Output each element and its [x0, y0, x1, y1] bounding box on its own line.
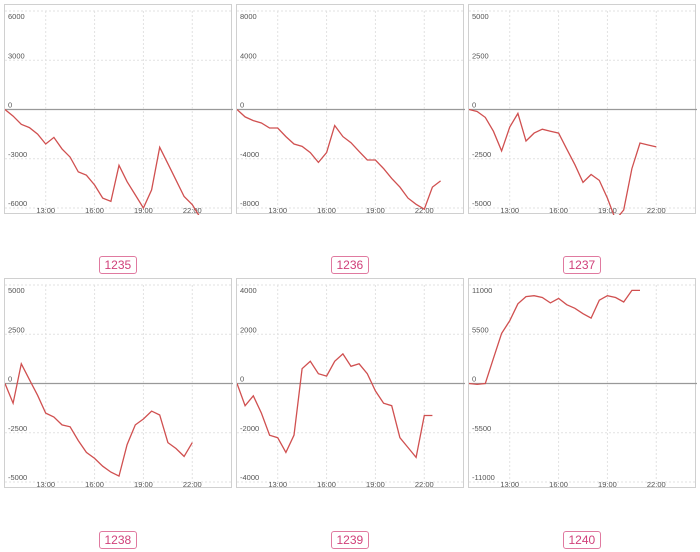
x-tick-label: 16:00 [317, 480, 336, 489]
y-tick-label: 0 [8, 375, 12, 384]
x-tick-label: 22:00 [415, 480, 434, 489]
y-tick-label: 11000 [472, 286, 492, 295]
y-tick-label: 3000 [8, 51, 25, 60]
x-tick-label: 22:00 [183, 206, 202, 215]
y-tick-label: 5000 [472, 12, 489, 21]
x-tick-label: 16:00 [85, 480, 104, 489]
chart-label-badge: 1236 [330, 256, 370, 274]
chart-panel: 11000 5500 0 -5500 -11000 13:00 16:00 19:00 22:0… [468, 278, 697, 489]
x-tick-label: 19:00 [134, 480, 153, 489]
x-tick-label: 19:00 [598, 480, 617, 489]
x-tick-label: 13:00 [36, 480, 55, 489]
x-tick-label: 19:00 [134, 206, 153, 215]
x-tick-label: 19:00 [366, 206, 385, 215]
chart-label-badge: 1235 [98, 256, 138, 274]
y-tick-label: -5000 [8, 473, 27, 482]
y-tick-label: -8000 [240, 199, 259, 208]
y-tick-label: -3000 [8, 150, 27, 159]
chart-label-badge: 1240 [562, 531, 602, 549]
chart-svg: 5000 2500 0 -2500 -5000 13:00 16:00 19:00 22:00 [469, 10, 697, 215]
x-tick-label: 16:00 [549, 480, 568, 489]
chart-panel: 5000 2500 0 -2500 -5000 13:00 16:00 19:00 22:00 [4, 278, 233, 489]
y-tick-label: 5500 [472, 325, 489, 334]
chart-svg: 11000 5500 0 -5500 -11000 13:00 16:00 19:00 22:0… [469, 284, 697, 489]
chart-label-badge: 1237 [562, 256, 602, 274]
series-line [469, 108, 657, 215]
y-tick-label: -4000 [240, 473, 259, 482]
y-tick-label: 2500 [472, 51, 489, 60]
y-tick-label: -5000 [472, 199, 491, 208]
y-tick-label: -2500 [472, 150, 491, 159]
x-tick-label: 13:00 [500, 480, 519, 489]
y-tick-label: 0 [472, 101, 476, 110]
y-tick-label: 0 [240, 375, 244, 384]
x-tick-label: 22:00 [647, 206, 666, 215]
y-tick-label: 4000 [240, 286, 257, 295]
chart-label-badge: 1239 [330, 531, 370, 549]
series-line [237, 352, 433, 459]
y-tick-label: 2000 [240, 325, 257, 334]
chart-svg: 5000 2500 0 -2500 -5000 13:00 16:00 19:00 22:00 [5, 284, 233, 489]
chart-svg: 6000 3000 0 -3000 -6000 13:00 16:00 19:00 22:00 [5, 10, 233, 215]
y-tick-label: 5000 [8, 286, 25, 295]
chart-svg: 8000 4000 0 -4000 -8000 13:00 16:00 19:00 22:00 [237, 10, 465, 215]
series-line [237, 109, 441, 211]
y-tick-label: -2500 [8, 424, 27, 433]
x-tick-label: 19:00 [598, 206, 617, 215]
x-tick-label: 19:00 [366, 480, 385, 489]
chart-panel: 6000 3000 0 -3000 -6000 13:00 16:00 19:00 22:00 [4, 4, 233, 215]
y-tick-label: -11000 [472, 473, 495, 482]
x-tick-label: 13:00 [500, 206, 519, 215]
chart-label-badge: 1238 [98, 531, 138, 549]
x-tick-label: 16:00 [317, 206, 336, 215]
x-tick-label: 22:00 [647, 480, 666, 489]
x-tick-label: 13:00 [268, 206, 287, 215]
x-tick-label: 13:00 [36, 206, 55, 215]
y-tick-label: 4000 [240, 51, 257, 60]
y-tick-label: 0 [240, 101, 244, 110]
y-tick-label: 0 [8, 101, 12, 110]
chart-svg: 4000 2000 0 -2000 -4000 13:00 16:00 19:00 22:00 [237, 284, 465, 489]
x-tick-label: 22:00 [183, 480, 202, 489]
x-tick-label: 16:00 [549, 206, 568, 215]
x-tick-label: 22:00 [415, 206, 434, 215]
x-tick-label: 16:00 [85, 206, 104, 215]
chart-panel: 8000 4000 0 -4000 -8000 13:00 16:00 19:00 22:00 [236, 4, 465, 215]
series-line [5, 361, 193, 478]
series-line [469, 289, 640, 386]
y-tick-label: 2500 [8, 325, 25, 334]
series-line [5, 108, 200, 215]
y-tick-label: -5500 [472, 424, 491, 433]
y-tick-label: -4000 [240, 150, 259, 159]
y-tick-label: -2000 [240, 424, 259, 433]
chart-panel: 4000 2000 0 -2000 -4000 13:00 16:00 19:00 22:00 [236, 278, 465, 489]
x-tick-label: 13:00 [268, 480, 287, 489]
y-tick-label: 6000 [8, 12, 25, 21]
y-tick-label: 8000 [240, 12, 257, 21]
chart-panel: 5000 2500 0 -2500 -5000 13:00 16:00 19:00 22:00 [468, 4, 697, 215]
y-tick-label: -6000 [8, 199, 27, 208]
y-tick-label: 0 [472, 375, 476, 384]
